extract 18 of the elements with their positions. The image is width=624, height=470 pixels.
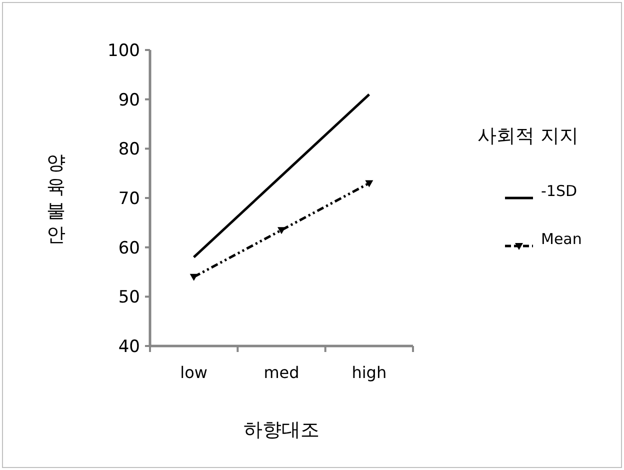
- y-tick-label: 40: [118, 337, 140, 357]
- legend-label: Mean: [541, 230, 582, 248]
- x-axis-title: 하향대조: [244, 419, 320, 441]
- y-tick-label: 90: [118, 90, 140, 110]
- legend-label: -1SD: [541, 182, 578, 200]
- y-tick-label: 100: [108, 41, 140, 61]
- y-tick-label: 60: [118, 238, 140, 258]
- point: [365, 180, 374, 188]
- point: [190, 274, 198, 281]
- y-tick-label: 70: [118, 189, 140, 209]
- x-tick-label: high: [352, 363, 387, 382]
- y-tick-label: 80: [118, 140, 140, 160]
- y-axis-title: 양육불안: [46, 152, 66, 246]
- point: [278, 227, 286, 234]
- legend-title: 사회적 지지: [477, 125, 579, 147]
- x-tick-label: low: [180, 363, 208, 382]
- x-tick-label: med: [264, 363, 300, 382]
- y-tick-label: 50: [118, 288, 140, 308]
